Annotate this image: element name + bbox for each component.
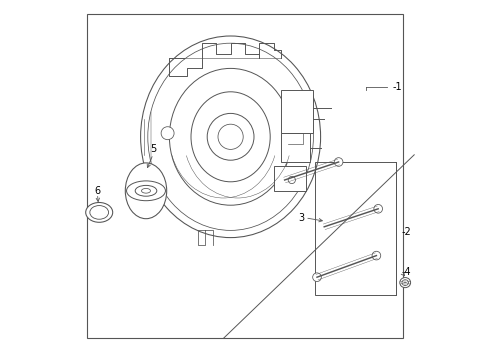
Bar — [274, 166, 306, 191]
Text: 6: 6 — [95, 186, 100, 196]
Ellipse shape — [191, 92, 270, 182]
Circle shape — [218, 124, 243, 149]
Circle shape — [334, 158, 343, 166]
Text: -4: -4 — [402, 267, 412, 277]
Bar — [281, 133, 310, 162]
Circle shape — [288, 176, 295, 184]
Ellipse shape — [125, 163, 167, 219]
Bar — [87, 14, 403, 338]
Circle shape — [161, 127, 174, 140]
Ellipse shape — [141, 36, 320, 238]
Text: 3: 3 — [298, 213, 304, 223]
Ellipse shape — [86, 202, 113, 222]
Ellipse shape — [170, 68, 292, 205]
Text: -1: -1 — [392, 82, 402, 93]
Ellipse shape — [90, 206, 109, 219]
Ellipse shape — [402, 280, 409, 285]
Ellipse shape — [135, 185, 157, 196]
Circle shape — [207, 113, 254, 160]
Bar — [315, 162, 396, 295]
Circle shape — [372, 251, 381, 260]
Ellipse shape — [142, 189, 150, 193]
Text: -2: -2 — [402, 227, 412, 237]
Bar — [281, 90, 314, 133]
Ellipse shape — [126, 181, 166, 201]
Circle shape — [313, 273, 321, 282]
Ellipse shape — [400, 278, 411, 288]
Text: 5: 5 — [150, 144, 156, 154]
Circle shape — [374, 204, 383, 213]
